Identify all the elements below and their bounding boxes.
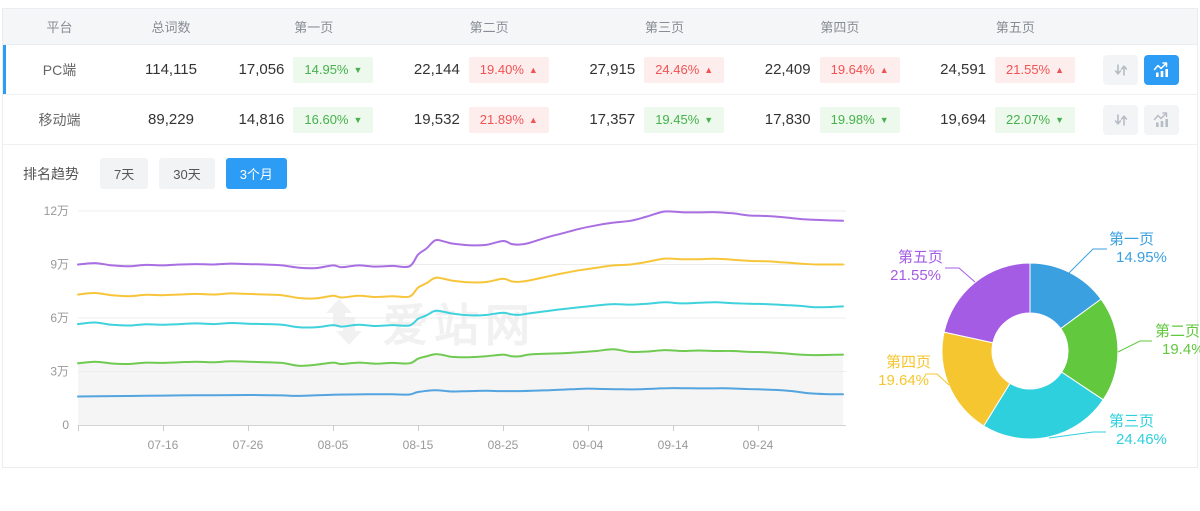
- swap-arrows-icon: [1113, 112, 1129, 128]
- header-page3: 第三页: [577, 17, 752, 36]
- platform-label: 移动端: [3, 110, 116, 130]
- trend-arrow-icon: ▼: [880, 115, 889, 125]
- change-badge: 19.98%▼: [820, 107, 900, 133]
- range-button-3m[interactable]: 3个月: [226, 158, 287, 189]
- leader-line-page2: [1118, 341, 1152, 352]
- line-chart-svg: 0 3万 6万 9万 12万 07-16 07-26 08-05 08-15 08-25 09-04…: [3, 191, 855, 469]
- change-badge: 24.46%▲: [644, 57, 724, 83]
- svg-text:09-14: 09-14: [658, 438, 689, 452]
- header-page2: 第二页: [401, 17, 576, 36]
- total-count: 89,229: [148, 111, 194, 128]
- trend-arrow-icon: ▼: [1055, 115, 1064, 125]
- platform-label: PC端: [3, 60, 116, 80]
- trend-arrow-icon: ▲: [529, 115, 538, 125]
- trend-arrow-icon: ▼: [353, 65, 362, 75]
- change-badge: 22.07%▼: [995, 107, 1075, 133]
- svg-text:0: 0: [62, 418, 69, 432]
- sort-swap-button[interactable]: [1103, 105, 1138, 135]
- change-badge: 19.64%▲: [820, 57, 900, 83]
- trend-chart-button[interactable]: [1144, 55, 1179, 85]
- total-count: 114,115: [145, 61, 197, 78]
- trend-arrow-icon: ▼: [704, 115, 713, 125]
- trend-title: 排名趋势: [23, 164, 79, 184]
- range-button-7d[interactable]: 7天: [100, 158, 148, 189]
- svg-text:09-24: 09-24: [743, 438, 774, 452]
- svg-text:08-25: 08-25: [488, 438, 519, 452]
- change-badge: 21.55%▲: [995, 57, 1075, 83]
- change-badge: 21.89%▲: [469, 107, 549, 133]
- change-badge: 16.60%▼: [293, 107, 373, 133]
- trend-chart-button[interactable]: [1144, 105, 1179, 135]
- header-page4: 第四页: [752, 17, 927, 36]
- keyword-rank-widget: 平台 总词数 第一页 第二页 第三页 第四页 第五页 PC端 114,115 1…: [2, 8, 1198, 468]
- trend-toolbar: 排名趋势 7天 30天 3个月: [3, 145, 1197, 189]
- svg-text:07-26: 07-26: [233, 438, 264, 452]
- trend-chart-icon: [1153, 62, 1171, 78]
- svg-text:3万: 3万: [50, 365, 69, 379]
- change-badge: 19.40%▲: [469, 57, 549, 83]
- svg-text:08-05: 08-05: [318, 438, 349, 452]
- trend-arrow-icon: ▲: [704, 65, 713, 75]
- svg-text:6万: 6万: [50, 311, 69, 325]
- change-badge: 14.95%▼: [293, 57, 373, 83]
- swap-arrows-icon: [1113, 62, 1129, 78]
- trend-arrow-icon: ▼: [353, 115, 362, 125]
- trend-arrow-icon: ▲: [529, 65, 538, 75]
- range-button-30d[interactable]: 30天: [159, 158, 214, 189]
- header-total: 总词数: [116, 17, 226, 36]
- svg-text:9万: 9万: [50, 258, 69, 272]
- header-page1: 第一页: [226, 17, 401, 36]
- header-page5: 第五页: [928, 17, 1103, 36]
- leader-line-page1: [1069, 249, 1107, 273]
- header-platform: 平台: [3, 17, 116, 36]
- trend-arrow-icon: ▲: [1055, 65, 1064, 75]
- change-badge: 19.45%▼: [644, 107, 724, 133]
- svg-text:12万: 12万: [44, 204, 69, 218]
- table-header: 平台 总词数 第一页 第二页 第三页 第四页 第五页: [3, 9, 1197, 45]
- trend-chart-icon: [1153, 112, 1171, 128]
- leader-line-page5: [945, 268, 975, 282]
- sort-swap-button[interactable]: [1103, 55, 1138, 85]
- trend-arrow-icon: ▲: [880, 65, 889, 75]
- svg-text:07-16: 07-16: [148, 438, 179, 452]
- svg-text:09-04: 09-04: [573, 438, 604, 452]
- svg-text:08-15: 08-15: [403, 438, 434, 452]
